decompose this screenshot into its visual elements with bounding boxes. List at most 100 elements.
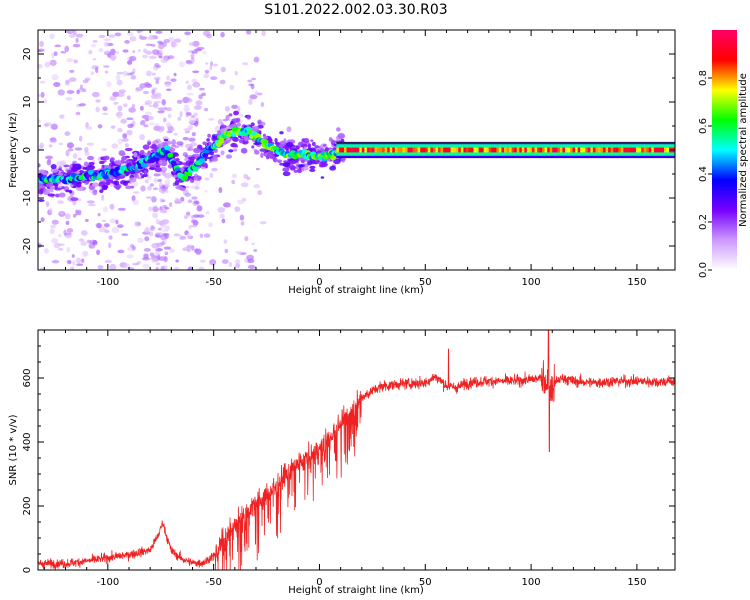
spectrogram-blob: [49, 207, 53, 214]
spectrogram-blob: [232, 173, 237, 179]
spectrogram-blob: [38, 48, 45, 53]
spectrogram-blob: [72, 153, 78, 159]
spectrogram-blob: [157, 52, 163, 58]
ridge-blob: [330, 155, 337, 161]
spectrogram-blob: [50, 123, 58, 130]
spectrogram-blob: [237, 106, 241, 113]
spectrogram-blob: [155, 64, 162, 69]
spectrogram-blob: [191, 219, 198, 222]
spectrogram-blob: [333, 158, 341, 165]
spectrogram-blob: [39, 267, 45, 270]
spectrogram-blob: [90, 43, 97, 48]
spectrogram-blob: [127, 123, 134, 129]
spectrogram-blob: [139, 83, 147, 89]
spectrogram-blob: [164, 190, 169, 193]
spectrogram-blob: [127, 267, 135, 270]
spectrogram-blob: [115, 74, 121, 81]
spectrogram-blob: [39, 80, 46, 84]
spectrogram-blob: [125, 185, 132, 190]
spectrogram-blob: [231, 179, 236, 185]
snr-ticks: [38, 329, 675, 571]
ridge-segment: [638, 147, 642, 153]
spectrogram-blob: [174, 179, 180, 186]
spectrogram-blob: [141, 257, 150, 261]
spectrogram-blob: [66, 246, 71, 253]
spectrogram-blob: [148, 104, 154, 108]
spectrogram-blob: [40, 217, 45, 223]
spectrogram-blob: [53, 242, 61, 249]
spectrogram-blob: [46, 189, 54, 193]
spectrogram-blob: [250, 83, 255, 90]
spectrogram-blob: [50, 163, 57, 170]
spectrogram-blob: [79, 84, 83, 90]
ridge-segment: [356, 147, 360, 153]
spectrogram-blob: [268, 150, 273, 154]
spectrogram-blob: [193, 147, 201, 154]
spectrogram-blob: [116, 79, 123, 86]
spectrogram-blob: [114, 32, 122, 37]
ridge-blob: [199, 158, 206, 164]
spectrogram-blob: [97, 124, 103, 129]
spectrogram-blob: [45, 155, 53, 160]
snr-tick-labels: -100 -50 0 50 100 150 0 200 400 600: [22, 368, 646, 588]
ridge-segment: [450, 147, 454, 153]
spectrogram-blob: [126, 31, 134, 37]
spectrogram-blob: [152, 212, 158, 219]
ridge-segment: [493, 147, 497, 153]
spectrogram-blob: [108, 235, 113, 240]
spectrogram-blob: [145, 111, 152, 116]
spectrogram-blob: [217, 207, 226, 213]
spectrogram-blob: [210, 76, 218, 81]
spectrogram-blob: [166, 107, 172, 112]
spectrogram-blob: [154, 123, 159, 127]
spectrogram-blob: [187, 125, 194, 130]
spectrogram-blob: [132, 50, 136, 54]
ridge-segment: [384, 147, 388, 153]
colorbar-tick-label: 0.4: [698, 166, 709, 182]
spectrogram-blob: [228, 261, 233, 268]
ridge-segment: [415, 147, 418, 153]
spectrogram-blob: [257, 190, 263, 196]
spectrogram-blob: [38, 94, 42, 97]
spectrogram-blob: [191, 215, 195, 220]
snr-frame: [37, 329, 676, 571]
spectrogram-blob: [236, 122, 242, 127]
ridge-segment: [557, 147, 561, 153]
spectrogram-blob: [51, 219, 59, 225]
ridge-segment: [338, 147, 342, 153]
y-tick-label: 0: [22, 147, 33, 153]
spectrogram-blob: [101, 148, 108, 152]
spectrogram-blob: [86, 200, 95, 204]
spectrogram-y-axis-label: Frequency (Hz): [8, 112, 19, 188]
spectrogram-blob: [153, 252, 161, 256]
spectrogram-blob: [249, 94, 258, 100]
ridge-segment: [404, 147, 408, 153]
ridge-segment: [653, 147, 657, 153]
spectrogram-blob: [204, 177, 210, 181]
spectrogram-blob: [158, 187, 165, 193]
spectrogram-blob: [38, 63, 43, 69]
ridge-segment: [448, 147, 451, 153]
spectrogram-blob: [78, 135, 83, 142]
spectrogram-blob: [69, 69, 75, 73]
spectrogram-blob: [122, 70, 129, 77]
x-tick-label: -50: [205, 577, 221, 588]
spectrogram-blob: [310, 139, 314, 142]
spectrogram-blob: [109, 96, 117, 101]
spectrogram-blob: [109, 218, 117, 224]
spectrogram-blob: [91, 182, 100, 187]
spectrogram-blob: [221, 259, 229, 264]
spectrogram-blob: [115, 175, 121, 181]
spectrogram-blob: [194, 185, 200, 190]
spectrogram-blob: [283, 160, 288, 163]
spectrogram-blob: [234, 206, 241, 212]
ridge-segment: [625, 147, 629, 153]
ridge-segment: [481, 147, 484, 153]
ridge-segment: [453, 147, 456, 153]
spectrogram-blob: [153, 76, 161, 81]
colorbar-tick-label: 0.8: [698, 70, 709, 86]
spectrogram-blob: [297, 163, 305, 168]
spectrogram-blob: [156, 254, 161, 261]
spectrogram-blob: [103, 38, 112, 42]
x-tick-label: 0: [316, 577, 322, 588]
